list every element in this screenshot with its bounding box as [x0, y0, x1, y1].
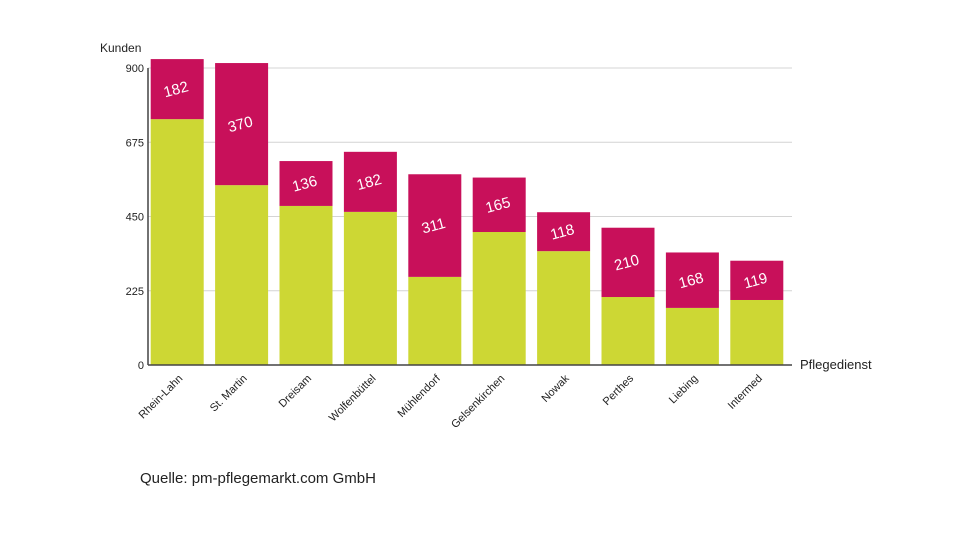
x-tick-label: Rhein-Lahn: [137, 373, 186, 422]
bar-segment-base: [601, 297, 655, 365]
x-tick-label: Nowak: [539, 372, 572, 405]
bar-segment-top: [730, 260, 784, 300]
bar-segment-base: [279, 205, 333, 365]
bar-segment-base: [537, 251, 591, 365]
x-tick-label: Mühlendorf: [396, 372, 444, 420]
bar-segment-top: [343, 151, 397, 212]
data-label: 119: [742, 270, 770, 293]
bar-segment-base: [408, 276, 462, 365]
bar-segment-top: [537, 212, 591, 252]
x-tick-label: St. Martin: [208, 373, 250, 415]
x-tick-label: Wolfenbüttel: [327, 373, 379, 425]
x-tick-label: Perthes: [601, 372, 637, 408]
x-axis-title: Pflegedienst: [800, 357, 872, 372]
bar-segment-base: [472, 232, 526, 365]
bar-segment-top: [279, 161, 333, 206]
x-tick-label: Intermed: [726, 373, 765, 412]
data-label: 311: [420, 215, 448, 238]
bar-segment-base: [150, 119, 204, 366]
data-label: 136: [291, 173, 320, 196]
data-label: 168: [677, 269, 706, 292]
data-label: 118: [549, 221, 577, 244]
x-tick-label: Dreisam: [277, 373, 314, 410]
y-tick-label: 900: [126, 63, 144, 75]
y-tick-label: 450: [126, 212, 144, 224]
bar-segment-base: [730, 299, 784, 365]
bar-segment-top: [472, 177, 526, 233]
bar-segment-top: [215, 63, 269, 186]
y-tick-label: 0: [138, 360, 144, 372]
data-label: 210: [613, 252, 642, 275]
bar-segment-top: [408, 174, 462, 277]
data-label: 182: [162, 78, 191, 101]
bar-segment-base: [215, 185, 269, 365]
bar-segment-top: [150, 59, 204, 120]
y-axis-title: Kunden: [100, 41, 141, 55]
data-label: 182: [355, 171, 384, 194]
y-tick-label: 675: [126, 137, 144, 149]
source-note: Quelle: pm-pflegemarkt.com GmbH: [140, 470, 376, 487]
bar-segment-base: [343, 211, 397, 365]
bar-segment-base: [665, 307, 719, 365]
bar-segment-top: [665, 252, 719, 308]
y-tick-label: 225: [126, 286, 144, 298]
x-tick-label: Gelsenkirchen: [449, 373, 507, 431]
x-tick-label: Liebing: [667, 373, 701, 407]
bar-segment-top: [601, 227, 655, 298]
data-label: 370: [226, 113, 255, 136]
data-label: 165: [484, 194, 513, 217]
